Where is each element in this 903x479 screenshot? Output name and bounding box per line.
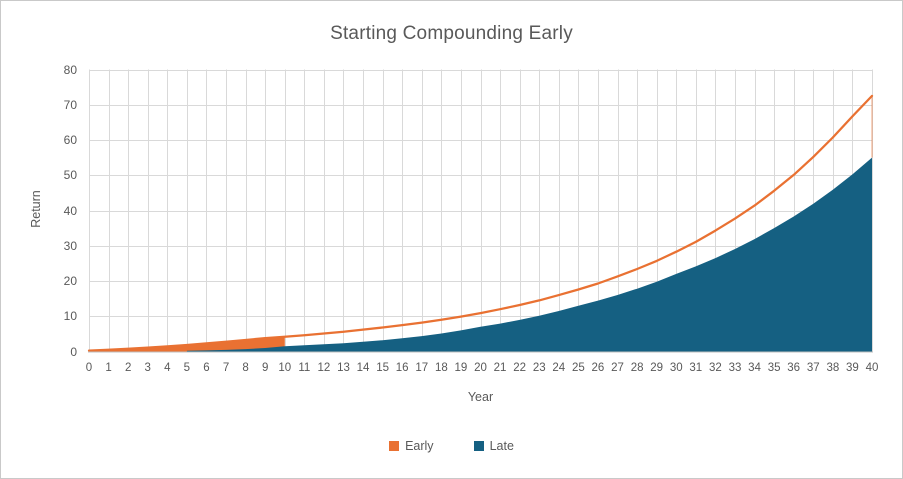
x-tick-label: 17 <box>415 362 429 374</box>
y-tick-label: 70 <box>63 97 77 112</box>
early-area-fill <box>89 336 285 352</box>
x-tick-label: 8 <box>242 362 249 374</box>
x-tick-label: 9 <box>261 362 269 374</box>
x-tick-label: 38 <box>826 362 840 374</box>
x-tick-label: 23 <box>532 362 546 374</box>
chart-title: Starting Compounding Early <box>330 23 573 44</box>
x-tick-label: 35 <box>767 362 781 374</box>
x-tick-label: 26 <box>591 362 605 374</box>
x-tick-label: 21 <box>493 362 507 374</box>
x-tick-label: 19 <box>454 362 468 374</box>
y-tick-label: 50 <box>63 168 77 183</box>
x-tick-label: 25 <box>571 362 585 374</box>
y-tick-label: 0 <box>70 344 77 359</box>
y-tick-label: 80 <box>63 62 77 77</box>
legend-item-early: Early <box>389 439 434 453</box>
x-tick-label: 15 <box>376 362 390 374</box>
early-line <box>87 94 874 352</box>
x-tick-label: 1 <box>105 362 112 374</box>
x-tick-label: 11 <box>298 362 311 374</box>
x-tick-label: 39 <box>846 362 859 374</box>
x-tick-label: 24 <box>552 362 566 374</box>
x-tick-label: 5 <box>183 362 191 374</box>
x-tick-label: 22 <box>513 362 527 374</box>
x-tick-label: 29 <box>650 362 664 374</box>
x-tick-label: 28 <box>630 362 644 374</box>
x-tick-label: 31 <box>689 362 703 374</box>
x-tick-label: 27 <box>611 362 624 374</box>
gridlines <box>89 69 873 352</box>
x-tick-label: 0 <box>85 362 93 374</box>
x-tick-label: 37 <box>806 362 820 374</box>
y-tick-label: 10 <box>63 309 77 324</box>
x-tick-label: 30 <box>669 362 683 374</box>
x-tick-label: 40 <box>865 362 879 374</box>
x-tick-label: 16 <box>395 362 409 374</box>
x-tick-label: 12 <box>317 362 331 374</box>
x-tick-label: 36 <box>787 362 801 374</box>
y-tick-label: 20 <box>63 274 77 288</box>
x-tick-label: 2 <box>124 362 132 374</box>
y-tick-label: 40 <box>63 203 77 218</box>
x-tick-label: 14 <box>356 362 370 374</box>
legend-label-late: Late <box>489 439 514 453</box>
x-tick-label: 20 <box>474 362 487 374</box>
x-tick-label: 13 <box>337 362 350 374</box>
x-tick-label: 33 <box>728 362 742 374</box>
y-tick-label: 60 <box>63 133 77 147</box>
x-tick-label: 4 <box>164 362 171 374</box>
x-tick-label: 10 <box>278 362 292 374</box>
x-tick-label: 3 <box>144 362 151 374</box>
early-legend-swatch-icon <box>389 441 400 451</box>
x-tick-label: 7 <box>222 362 230 374</box>
x-tick-label: 32 <box>708 362 722 374</box>
x-tick-label: 6 <box>203 362 210 374</box>
x-axis-title: Year <box>467 390 494 404</box>
legend-item-late: Late <box>473 439 514 453</box>
legend: Early Late <box>1 439 902 453</box>
late-area-fill <box>186 157 872 352</box>
legend-label-early: Early <box>405 439 434 453</box>
y-tick-label: 30 <box>63 238 77 253</box>
late-legend-swatch-icon <box>473 441 484 451</box>
x-tick-label: 18 <box>434 362 448 374</box>
x-tick-label: 34 <box>748 362 761 374</box>
